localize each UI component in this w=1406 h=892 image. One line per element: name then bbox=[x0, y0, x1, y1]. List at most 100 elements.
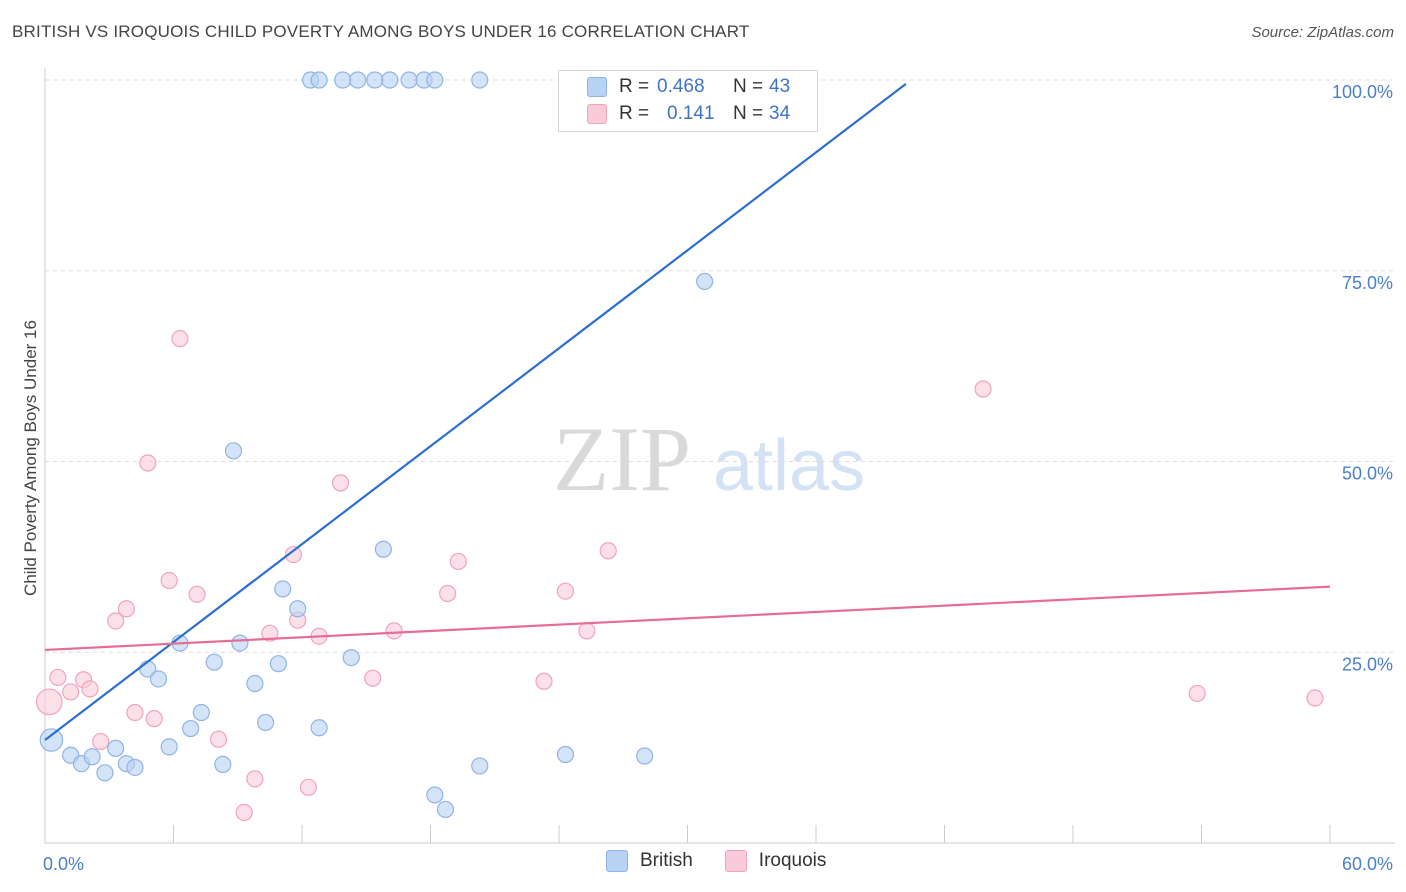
legend-row-british: R = 0.468 N = 43 bbox=[587, 75, 790, 99]
british-point bbox=[192, 703, 210, 722]
british-point bbox=[366, 71, 384, 89]
british-point bbox=[39, 728, 64, 752]
watermark: ZIP atlas bbox=[553, 408, 865, 510]
y-tick-label: 25.0% bbox=[1342, 654, 1393, 674]
british-point bbox=[289, 600, 307, 618]
iroquois-point bbox=[49, 668, 67, 687]
iroquois-point bbox=[599, 542, 617, 560]
british-point bbox=[426, 786, 444, 804]
tick-labels: 25.0% 50.0% 75.0% 100.0% 0.0% 60.0% bbox=[43, 82, 1393, 874]
iroquois-point bbox=[1188, 684, 1206, 703]
watermark-zip: ZIP bbox=[553, 408, 691, 510]
british-point bbox=[126, 758, 144, 777]
iroquois-point bbox=[81, 680, 99, 698]
iroquois-point bbox=[261, 624, 279, 642]
iroquois-point bbox=[1306, 689, 1324, 707]
iroquois-point bbox=[284, 545, 303, 564]
iroquois-point bbox=[246, 770, 264, 788]
iroquois-point bbox=[449, 552, 467, 571]
british-point bbox=[269, 655, 288, 673]
british-point bbox=[349, 71, 367, 89]
iroquois-point bbox=[299, 778, 318, 796]
iroquois-n-value: 34 bbox=[769, 103, 791, 124]
british-n-value: 43 bbox=[769, 76, 791, 97]
y-tick-label: 75.0% bbox=[1342, 273, 1393, 293]
trend-lines bbox=[44, 82, 1331, 741]
iroquois-point bbox=[126, 703, 144, 722]
british-r-value: 0.468 bbox=[657, 76, 705, 97]
iroquois-r-value: 0.141 bbox=[667, 103, 715, 124]
iroquois-point bbox=[974, 380, 992, 398]
y-axis-label: Child Poverty Among Boys Under 16 bbox=[21, 320, 40, 596]
x-tick-label: 60.0% bbox=[1342, 854, 1393, 874]
british-legend-label: British bbox=[640, 850, 693, 871]
british-point bbox=[342, 648, 360, 667]
british-point bbox=[160, 738, 178, 756]
iroquois-point bbox=[578, 622, 596, 640]
iroquois-point bbox=[145, 710, 163, 728]
british-point bbox=[182, 719, 200, 738]
n-label: N = bbox=[733, 76, 764, 97]
iroquois-points bbox=[35, 330, 1324, 822]
legend-row-iroquois: R = 0.141 N = 34 bbox=[587, 102, 790, 126]
iroquois-point bbox=[171, 330, 189, 348]
chart-title: BRITISH VS IROQUOIS CHILD POVERTY AMONG … bbox=[12, 22, 750, 41]
x-tick-label: 0.0% bbox=[43, 854, 84, 874]
british-point bbox=[224, 442, 243, 460]
iroquois-point bbox=[385, 622, 403, 640]
iroquois-point bbox=[62, 683, 80, 701]
british-point bbox=[149, 670, 168, 688]
british-point bbox=[400, 71, 418, 89]
british-point bbox=[96, 764, 114, 782]
iroquois-legend-label: Iroquois bbox=[758, 850, 827, 871]
iroquois-point bbox=[556, 582, 575, 600]
british-point bbox=[246, 674, 264, 693]
iroquois-point bbox=[92, 732, 110, 751]
british-point bbox=[471, 757, 489, 775]
british-point bbox=[107, 739, 125, 757]
british-swatch bbox=[587, 77, 607, 97]
british-point bbox=[436, 800, 455, 819]
british-legend-swatch bbox=[606, 850, 628, 872]
iroquois-trend-line bbox=[44, 585, 1331, 652]
n-label: N = bbox=[733, 103, 764, 124]
grid-lines bbox=[45, 79, 1395, 653]
british-point bbox=[310, 71, 328, 89]
iroquois-point bbox=[331, 474, 350, 492]
british-point bbox=[471, 71, 489, 89]
iroquois-swatch bbox=[587, 104, 607, 124]
british-point bbox=[214, 755, 232, 774]
british-point bbox=[310, 719, 328, 737]
r-label: R = bbox=[619, 76, 650, 97]
british-point bbox=[334, 71, 352, 89]
british-points bbox=[39, 71, 724, 819]
iroquois-point bbox=[235, 803, 253, 822]
iroquois-legend-swatch bbox=[724, 850, 747, 872]
british-point bbox=[256, 713, 275, 732]
iroquois-point bbox=[117, 600, 135, 618]
watermark-atlas: atlas bbox=[713, 426, 865, 506]
british-point bbox=[374, 540, 392, 558]
british-point bbox=[381, 71, 399, 89]
iroquois-point bbox=[160, 571, 178, 590]
y-tick-label: 100.0% bbox=[1332, 82, 1393, 102]
british-trend-line bbox=[44, 82, 907, 741]
iroquois-point bbox=[107, 612, 125, 630]
british-point bbox=[636, 747, 654, 765]
iroquois-point bbox=[535, 672, 553, 690]
british-point bbox=[231, 634, 249, 652]
y-tick-label: 50.0% bbox=[1342, 464, 1393, 484]
series-legend: British Iroquois bbox=[606, 850, 858, 872]
source-label: Source: ZipAtlas.com bbox=[1251, 24, 1394, 41]
british-point bbox=[426, 71, 444, 89]
legend-item-british: British bbox=[606, 850, 693, 872]
legend-item-iroquois: Iroquois bbox=[724, 850, 827, 872]
iroquois-point bbox=[364, 669, 382, 687]
british-point bbox=[556, 745, 575, 764]
r-label: R = bbox=[619, 103, 650, 124]
iroquois-point bbox=[35, 688, 63, 716]
correlation-legend: R = 0.468 N = 43 R = 0.141 N = 34 bbox=[558, 70, 818, 132]
british-point bbox=[274, 580, 292, 598]
british-point bbox=[205, 653, 223, 671]
